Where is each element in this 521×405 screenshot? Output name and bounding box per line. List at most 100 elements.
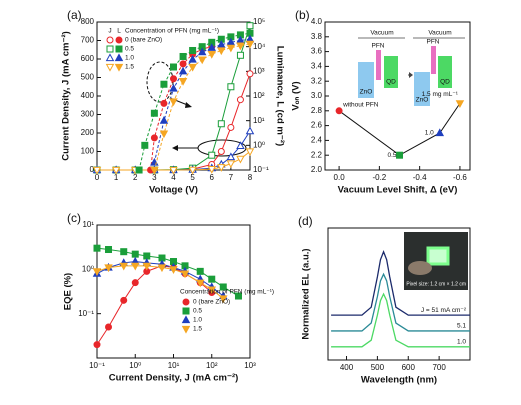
marker bbox=[182, 298, 190, 306]
marker bbox=[105, 246, 113, 254]
x-tick-label: 7 bbox=[229, 173, 234, 182]
marker bbox=[157, 264, 167, 273]
marker bbox=[208, 151, 216, 159]
legend-header: J bbox=[108, 28, 111, 35]
marker bbox=[246, 70, 254, 78]
panel-label: (b) bbox=[295, 8, 310, 22]
x-tick-label: 6 bbox=[210, 173, 215, 182]
x-tick-label: 10⁻¹ bbox=[89, 361, 105, 370]
marker bbox=[169, 98, 178, 107]
x-tick-label: 1 bbox=[114, 173, 119, 182]
marker bbox=[207, 286, 216, 295]
legend-title: Concentration of PFN (mg mL⁻¹) bbox=[180, 289, 274, 296]
arrow-head bbox=[172, 145, 178, 151]
y-tick-label: 600 bbox=[81, 54, 95, 63]
marker bbox=[170, 75, 177, 83]
y-tick-label: 3.4 bbox=[311, 62, 323, 71]
marker bbox=[207, 43, 216, 51]
marker bbox=[179, 52, 187, 60]
y-tick-label: 3.2 bbox=[311, 76, 323, 85]
y-tick-label: 500 bbox=[81, 73, 95, 82]
marker bbox=[104, 264, 113, 273]
inset-label: ZnO bbox=[416, 97, 429, 104]
x-tick-label: 8 bbox=[248, 173, 253, 182]
marker bbox=[131, 250, 139, 258]
x-tick-label: 0.0 bbox=[334, 173, 346, 182]
y2-tick-label: 10⁻¹ bbox=[253, 165, 269, 174]
marker bbox=[226, 160, 236, 169]
point-label: without PFN bbox=[342, 102, 379, 109]
marker bbox=[219, 283, 227, 291]
marker bbox=[115, 45, 123, 53]
marker bbox=[245, 148, 255, 157]
pfn-band bbox=[376, 50, 381, 80]
marker bbox=[188, 166, 197, 175]
y2-tick-label: 10³ bbox=[253, 66, 265, 75]
legend-label: 1.0 bbox=[125, 55, 134, 62]
y-tick-label: 100 bbox=[81, 147, 95, 156]
marker bbox=[119, 262, 128, 271]
marker bbox=[234, 292, 242, 300]
marker bbox=[160, 80, 168, 88]
marker bbox=[335, 107, 343, 115]
marker bbox=[236, 155, 245, 164]
marker bbox=[246, 22, 254, 30]
x-axis-label: Voltage (V) bbox=[149, 185, 198, 196]
marker bbox=[141, 141, 149, 149]
marker bbox=[236, 42, 245, 51]
legend-label: 0 (bare ZnO) bbox=[193, 299, 230, 306]
legend-header: L bbox=[117, 28, 121, 35]
y-tick-label: 3.8 bbox=[311, 32, 323, 41]
marker bbox=[150, 166, 159, 175]
marker bbox=[189, 46, 197, 54]
y-tick-label: 3.0 bbox=[311, 91, 323, 100]
marker bbox=[93, 341, 101, 349]
inset-label: QD bbox=[386, 79, 396, 86]
marker bbox=[188, 63, 197, 72]
marker bbox=[150, 134, 158, 142]
marker bbox=[217, 164, 226, 172]
point-label: 1.0 bbox=[425, 130, 434, 137]
marker bbox=[120, 296, 128, 304]
inset-label: PFN bbox=[427, 39, 440, 46]
x-tick-label: -0.4 bbox=[413, 173, 427, 182]
marker bbox=[196, 267, 204, 275]
curve-label: 1.0 bbox=[457, 339, 466, 346]
x-tick-label: 4 bbox=[171, 173, 176, 182]
marker bbox=[217, 148, 225, 155]
y-tick-label: 700 bbox=[81, 36, 95, 45]
y-tick-label: 400 bbox=[81, 91, 95, 100]
x-tick-label: 10² bbox=[206, 361, 218, 370]
x-axis-label: Vacuum Level Shift, Δ (eV) bbox=[338, 185, 458, 196]
panel-label: (a) bbox=[67, 8, 82, 22]
y-tick-label: 2.2 bbox=[311, 150, 323, 159]
inset-label: Vacuum bbox=[370, 30, 393, 37]
plot-frame bbox=[327, 227, 471, 361]
x-tick-label: 500 bbox=[371, 363, 385, 372]
x-tick-label: 2 bbox=[133, 173, 138, 182]
zno-band bbox=[358, 62, 374, 98]
marker bbox=[159, 116, 169, 124]
y-axis-label: Vₒₙ (V) bbox=[291, 81, 302, 110]
qd-band bbox=[438, 56, 452, 88]
x-axis-label: Wavelength (nm) bbox=[361, 375, 437, 386]
marker bbox=[143, 252, 151, 260]
x-tick-label: -0.2 bbox=[372, 173, 386, 182]
y-tick-label: 300 bbox=[81, 110, 95, 119]
connecting-line bbox=[338, 103, 461, 156]
x-tick-label: 0 bbox=[95, 173, 100, 182]
marker bbox=[207, 165, 216, 174]
marker bbox=[106, 36, 114, 44]
marker bbox=[115, 36, 123, 44]
y2-tick-label: 10² bbox=[253, 91, 265, 100]
x-tick-label: 5 bbox=[190, 173, 195, 182]
marker bbox=[219, 295, 228, 304]
y-tick-label: 10⁰ bbox=[82, 264, 94, 273]
marker bbox=[105, 323, 113, 331]
inset-label: PFN bbox=[372, 43, 385, 50]
band-diagram-inset bbox=[358, 37, 465, 106]
x-tick-label: -0.6 bbox=[453, 173, 467, 182]
marker bbox=[150, 109, 158, 117]
marker bbox=[217, 40, 226, 48]
x-tick-label: 10³ bbox=[244, 361, 256, 370]
